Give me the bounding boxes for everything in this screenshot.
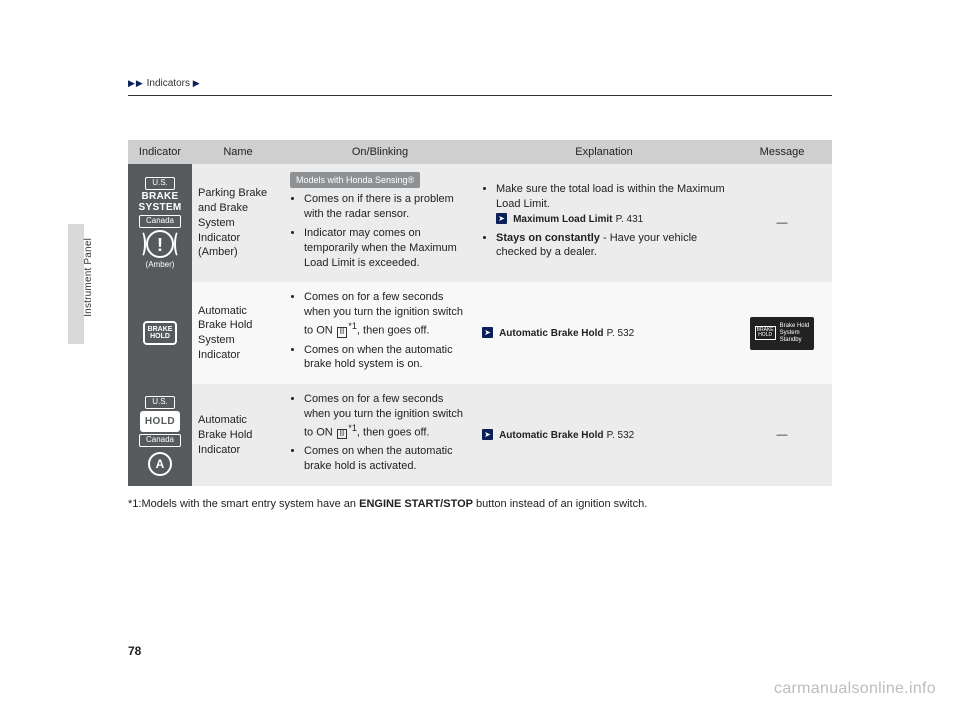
on-item: Comes on when the automatic brake hold i… — [304, 444, 470, 474]
on-item: Comes on if there is a problem with the … — [304, 192, 470, 222]
th-indicator: Indicator — [128, 140, 192, 164]
explanation-cell: ➤ Automatic Brake Hold P. 532 — [476, 282, 732, 384]
message-cell: — — [732, 164, 832, 282]
ref-page: P. 431 — [616, 214, 644, 225]
region-badge-us: U.S. — [145, 396, 175, 409]
indicator-name: Automatic Brake Hold System Indicator — [192, 282, 284, 384]
indicator-name: Automatic Brake Hold Indicator — [192, 384, 284, 486]
message-text: Brake Hold System Standby — [780, 323, 810, 344]
ignition-position-icon: II — [337, 327, 347, 338]
hold-circle-icon: A — [148, 452, 172, 476]
ref-arrow-icon: ➤ — [496, 213, 507, 224]
exp-bold: Stays on constantly — [496, 232, 600, 244]
explanation-cell: ➤ Automatic Brake Hold P. 532 — [476, 384, 732, 486]
region-badge-canada: Canada — [139, 434, 181, 447]
breadcrumb: ▶▶ Indicators ▶ — [128, 78, 832, 89]
ignition-position-icon: II — [337, 429, 347, 440]
brake-warning-icon: ! — [138, 230, 182, 258]
message-cell: — — [732, 384, 832, 486]
on-blinking-cell: Models with Honda Sensing® Comes on if t… — [284, 164, 476, 282]
th-on: On/Blinking — [284, 140, 476, 164]
footnote-bold: ENGINE START/STOP — [359, 498, 473, 510]
on-item: Comes on when the automatic brake hold s… — [304, 343, 470, 373]
indicator-symbol-cell: U.S. HOLD Canada A — [128, 384, 192, 486]
explanation-cell: Make sure the total load is within the M… — [476, 164, 732, 282]
breadcrumb-label: Indicators — [147, 78, 190, 89]
ref-page: P. 532 — [607, 328, 635, 339]
region-badge-canada: Canada — [139, 215, 181, 228]
table-row: BRAKE HOLD Automatic Brake Hold System I… — [128, 282, 832, 384]
icon-line: HOLD — [150, 333, 170, 340]
breadcrumb-caret-icon: ▶ — [136, 78, 143, 89]
on-item: Comes on for a few seconds when you turn… — [304, 392, 470, 440]
indicator-name: Parking Brake and Brake System Indicator… — [192, 164, 284, 282]
indicator-symbol-cell: BRAKE HOLD — [128, 282, 192, 384]
ref-title: Maximum Load Limit — [513, 214, 612, 225]
side-tab — [68, 224, 84, 344]
breadcrumb-caret-icon: ▶ — [128, 78, 135, 89]
ref-arrow-icon: ➤ — [482, 429, 493, 440]
page-number: 78 — [128, 644, 141, 658]
ref-page: P. 532 — [607, 430, 635, 441]
on-blinking-cell: Comes on for a few seconds when you turn… — [284, 282, 476, 384]
icon-line: HOLD — [758, 332, 772, 338]
footnote-ref: *1 — [348, 321, 357, 331]
icon-line: BRAKE — [148, 326, 173, 333]
on-text: , then goes off. — [357, 325, 430, 337]
exp-text: Make sure the total load is within the M… — [496, 183, 725, 210]
breadcrumb-caret-icon: ▶ — [193, 78, 200, 89]
icon-line: SYSTEM — [139, 202, 182, 213]
page-content: ▶▶ Indicators ▶ Indicator Name On/Blinki… — [128, 78, 832, 510]
on-item: Indicator may comes on temporarily when … — [304, 226, 470, 271]
on-blinking-cell: Comes on for a few seconds when you turn… — [284, 384, 476, 486]
watermark: carmanualsonline.info — [774, 680, 936, 698]
footnote: *1:Models with the smart entry system ha… — [128, 498, 832, 510]
message-display: BRAKE HOLD Brake Hold System Standby — [750, 317, 815, 350]
table-row: U.S. HOLD Canada A Automatic Brake Hold … — [128, 384, 832, 486]
indicator-symbol-cell: U.S. BRAKE SYSTEM Canada ! (Amber) — [128, 164, 192, 282]
exp-item: Make sure the total load is within the M… — [496, 182, 726, 227]
exp-item: Stays on constantly - Have your vehicle … — [496, 231, 726, 261]
footnote-text: button instead of an ignition switch. — [473, 498, 647, 510]
on-item: Comes on for a few seconds when you turn… — [304, 290, 470, 338]
side-section-label: Instrument Panel — [83, 238, 94, 317]
ref-title: Automatic Brake Hold — [499, 430, 603, 441]
divider — [128, 95, 832, 96]
table-header-row: Indicator Name On/Blinking Explanation M… — [128, 140, 832, 164]
th-name: Name — [192, 140, 284, 164]
table-row: U.S. BRAKE SYSTEM Canada ! (Amber) Parki… — [128, 164, 832, 282]
message-cell: BRAKE HOLD Brake Hold System Standby — [732, 282, 832, 384]
on-text: , then goes off. — [357, 427, 430, 439]
th-message: Message — [732, 140, 832, 164]
region-badge-us: U.S. — [145, 177, 175, 190]
icon-line: BRAKE — [141, 191, 178, 202]
indicator-color-label: (Amber) — [134, 260, 186, 271]
th-explanation: Explanation — [476, 140, 732, 164]
cross-reference: ➤ Maximum Load Limit P. 431 — [496, 212, 643, 227]
ref-title: Automatic Brake Hold — [499, 328, 603, 339]
hold-icon: HOLD — [140, 411, 180, 433]
brake-hold-mini-icon: BRAKE HOLD — [755, 326, 776, 340]
footnote-text: *1:Models with the smart entry system ha… — [128, 498, 359, 510]
brake-hold-icon: BRAKE HOLD — [143, 321, 178, 345]
model-tag: Models with Honda Sensing® — [290, 172, 420, 188]
footnote-ref: *1 — [348, 423, 357, 433]
ref-arrow-icon: ➤ — [482, 327, 493, 338]
cross-reference: ➤ Automatic Brake Hold P. 532 — [482, 428, 634, 443]
brake-system-icon: BRAKE SYSTEM — [134, 192, 186, 213]
cross-reference: ➤ Automatic Brake Hold P. 532 — [482, 326, 634, 341]
indicators-table: Indicator Name On/Blinking Explanation M… — [128, 140, 832, 486]
